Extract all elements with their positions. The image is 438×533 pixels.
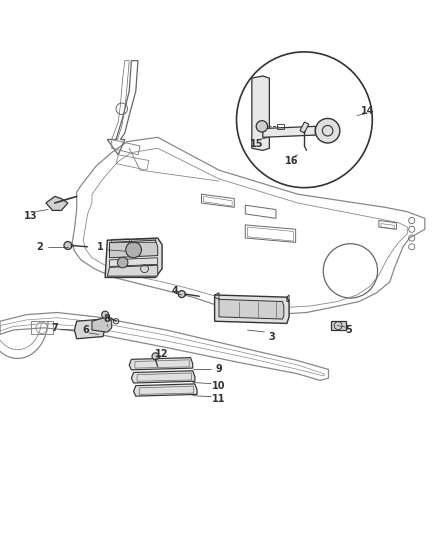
Circle shape — [256, 120, 268, 132]
Text: 12: 12 — [155, 349, 169, 359]
Text: 10: 10 — [212, 381, 226, 391]
Text: 2: 2 — [36, 242, 43, 252]
Text: 1: 1 — [97, 242, 104, 252]
Polygon shape — [74, 319, 105, 339]
Text: 3: 3 — [268, 332, 275, 342]
Polygon shape — [263, 126, 315, 138]
Text: 7: 7 — [51, 323, 58, 333]
Text: 15: 15 — [250, 139, 263, 149]
Text: 9: 9 — [215, 365, 223, 374]
Polygon shape — [129, 358, 193, 370]
Circle shape — [64, 241, 72, 249]
Circle shape — [237, 52, 372, 188]
Polygon shape — [131, 371, 195, 383]
Polygon shape — [134, 384, 197, 396]
Polygon shape — [107, 265, 158, 276]
Circle shape — [315, 118, 340, 143]
Circle shape — [178, 290, 185, 297]
Text: 16: 16 — [285, 156, 298, 166]
Text: 4: 4 — [172, 286, 179, 296]
Text: 8: 8 — [104, 314, 111, 324]
Text: 6: 6 — [82, 325, 89, 335]
Polygon shape — [46, 197, 68, 211]
Text: 13: 13 — [24, 211, 37, 221]
Circle shape — [102, 311, 109, 318]
Circle shape — [117, 257, 128, 268]
Polygon shape — [92, 317, 112, 332]
Circle shape — [152, 353, 159, 360]
Circle shape — [126, 242, 141, 258]
Text: 5: 5 — [345, 325, 352, 335]
Polygon shape — [219, 300, 284, 319]
Polygon shape — [252, 76, 269, 150]
Polygon shape — [215, 295, 289, 324]
Polygon shape — [331, 321, 346, 330]
Text: 14: 14 — [361, 106, 374, 116]
Polygon shape — [110, 240, 158, 258]
Text: 11: 11 — [212, 394, 226, 404]
Polygon shape — [300, 122, 309, 133]
Polygon shape — [105, 238, 162, 278]
